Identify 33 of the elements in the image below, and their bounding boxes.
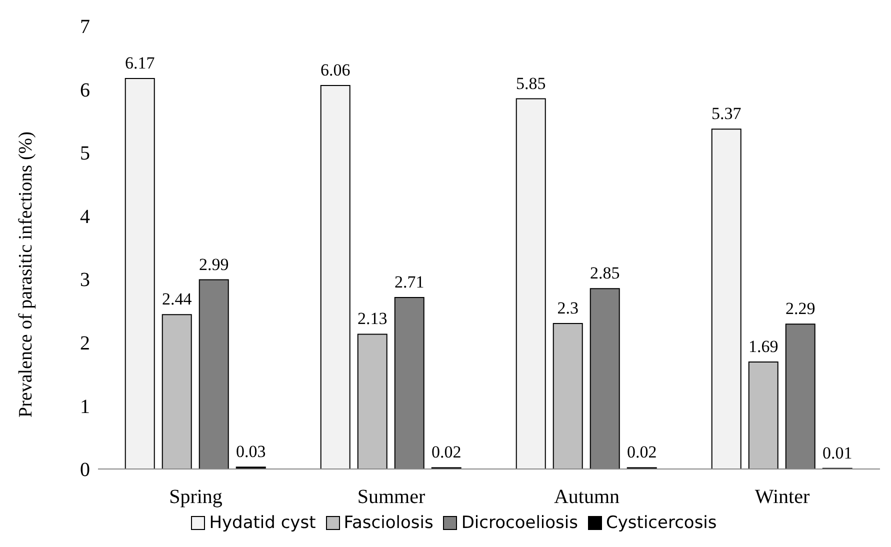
legend-label: Cysticercosis [606, 513, 717, 533]
y-tick-label: 4 [80, 206, 90, 228]
x-tick-label: Summer [357, 486, 426, 508]
x-tick-label: Autumn [554, 486, 620, 508]
x-tick-label: Spring [169, 486, 222, 508]
data-label: 6.06 [320, 60, 350, 80]
x-tick-label: Winter [754, 486, 810, 508]
y-tick-label: 6 [80, 79, 90, 102]
data-label: 2.3 [557, 298, 578, 318]
data-label: 0.01 [822, 443, 852, 462]
y-tick-label: 2 [80, 332, 90, 355]
y-tick-label: 0 [80, 459, 90, 482]
data-label: 2.29 [785, 299, 816, 318]
data-label: 0.03 [236, 442, 266, 462]
data-label: 0.02 [431, 442, 462, 462]
data-label: 6.17 [124, 54, 156, 73]
y-axis-title: Prevalence of parasitic infections (%) [16, 132, 37, 418]
y-tick-label: 5 [80, 142, 90, 165]
data-label: 5.37 [711, 104, 742, 124]
data-label: 2.99 [198, 254, 229, 274]
data-label: 2.13 [357, 309, 388, 328]
data-label: 2.44 [162, 290, 192, 309]
y-tick-label: 7 [80, 16, 90, 38]
data-label: 5.85 [516, 74, 546, 93]
legend-label: Hydatid cyst [209, 513, 316, 533]
data-label: 2.85 [590, 264, 620, 283]
legend-label: Fasciolosis [344, 513, 434, 533]
y-tick-label: 1 [80, 396, 90, 418]
data-label: 0.02 [626, 442, 657, 462]
data-label: 2.71 [394, 272, 424, 292]
data-label: 1.69 [748, 337, 778, 356]
legend-label: Dicrocoeliosis [461, 513, 578, 533]
y-tick-label: 3 [80, 269, 90, 292]
